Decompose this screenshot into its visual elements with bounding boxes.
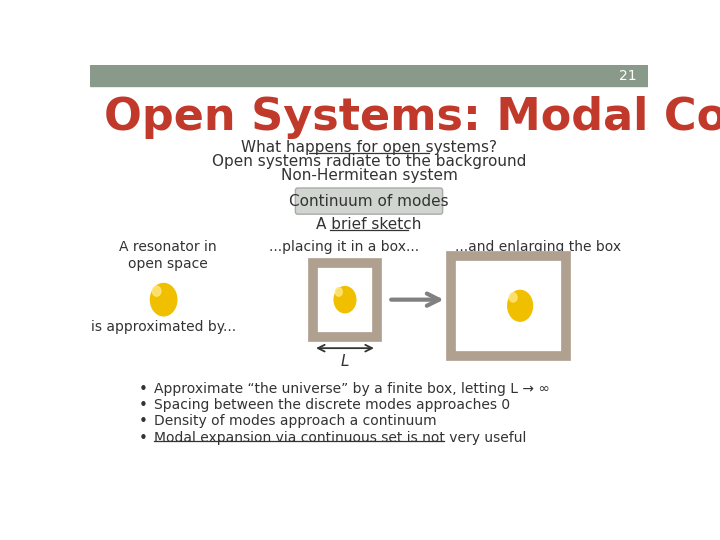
Text: Density of modes approach a continuum: Density of modes approach a continuum: [153, 414, 436, 428]
Text: A resonator in
open space: A resonator in open space: [119, 240, 216, 271]
Text: Open Systems: Modal Continuum: Open Systems: Modal Continuum: [104, 96, 720, 139]
Bar: [313, 264, 377, 336]
Ellipse shape: [334, 287, 356, 313]
FancyBboxPatch shape: [295, 188, 443, 214]
Text: is approximated by...: is approximated by...: [91, 320, 236, 334]
Text: Modal expansion via continuous set is not very useful: Modal expansion via continuous set is no…: [153, 430, 526, 444]
Text: Non-Hermitean system: Non-Hermitean system: [281, 168, 457, 183]
Text: •: •: [138, 430, 147, 445]
Text: ...placing it in a box...: ...placing it in a box...: [269, 240, 419, 254]
Text: A brief sketch: A brief sketch: [316, 217, 422, 232]
Bar: [90, 65, 648, 86]
Text: •: •: [138, 382, 147, 397]
Ellipse shape: [336, 288, 342, 296]
Text: ...and enlarging the box: ...and enlarging the box: [455, 240, 621, 254]
Text: 21: 21: [618, 69, 636, 83]
Text: Approximate “the universe” by a finite box, letting L → ∞: Approximate “the universe” by a finite b…: [153, 382, 549, 396]
Text: Continuum of modes: Continuum of modes: [289, 194, 449, 208]
Ellipse shape: [509, 293, 517, 302]
Text: What happens for open systems?: What happens for open systems?: [241, 140, 497, 156]
Ellipse shape: [153, 286, 161, 296]
Ellipse shape: [508, 291, 533, 321]
Text: L: L: [341, 354, 349, 369]
Ellipse shape: [150, 284, 177, 316]
Text: Open systems radiate to the background: Open systems radiate to the background: [212, 154, 526, 170]
Text: •: •: [138, 414, 147, 429]
Bar: [451, 256, 566, 356]
Text: •: •: [138, 398, 147, 413]
Text: Spacing between the discrete modes approaches 0: Spacing between the discrete modes appro…: [153, 398, 510, 412]
